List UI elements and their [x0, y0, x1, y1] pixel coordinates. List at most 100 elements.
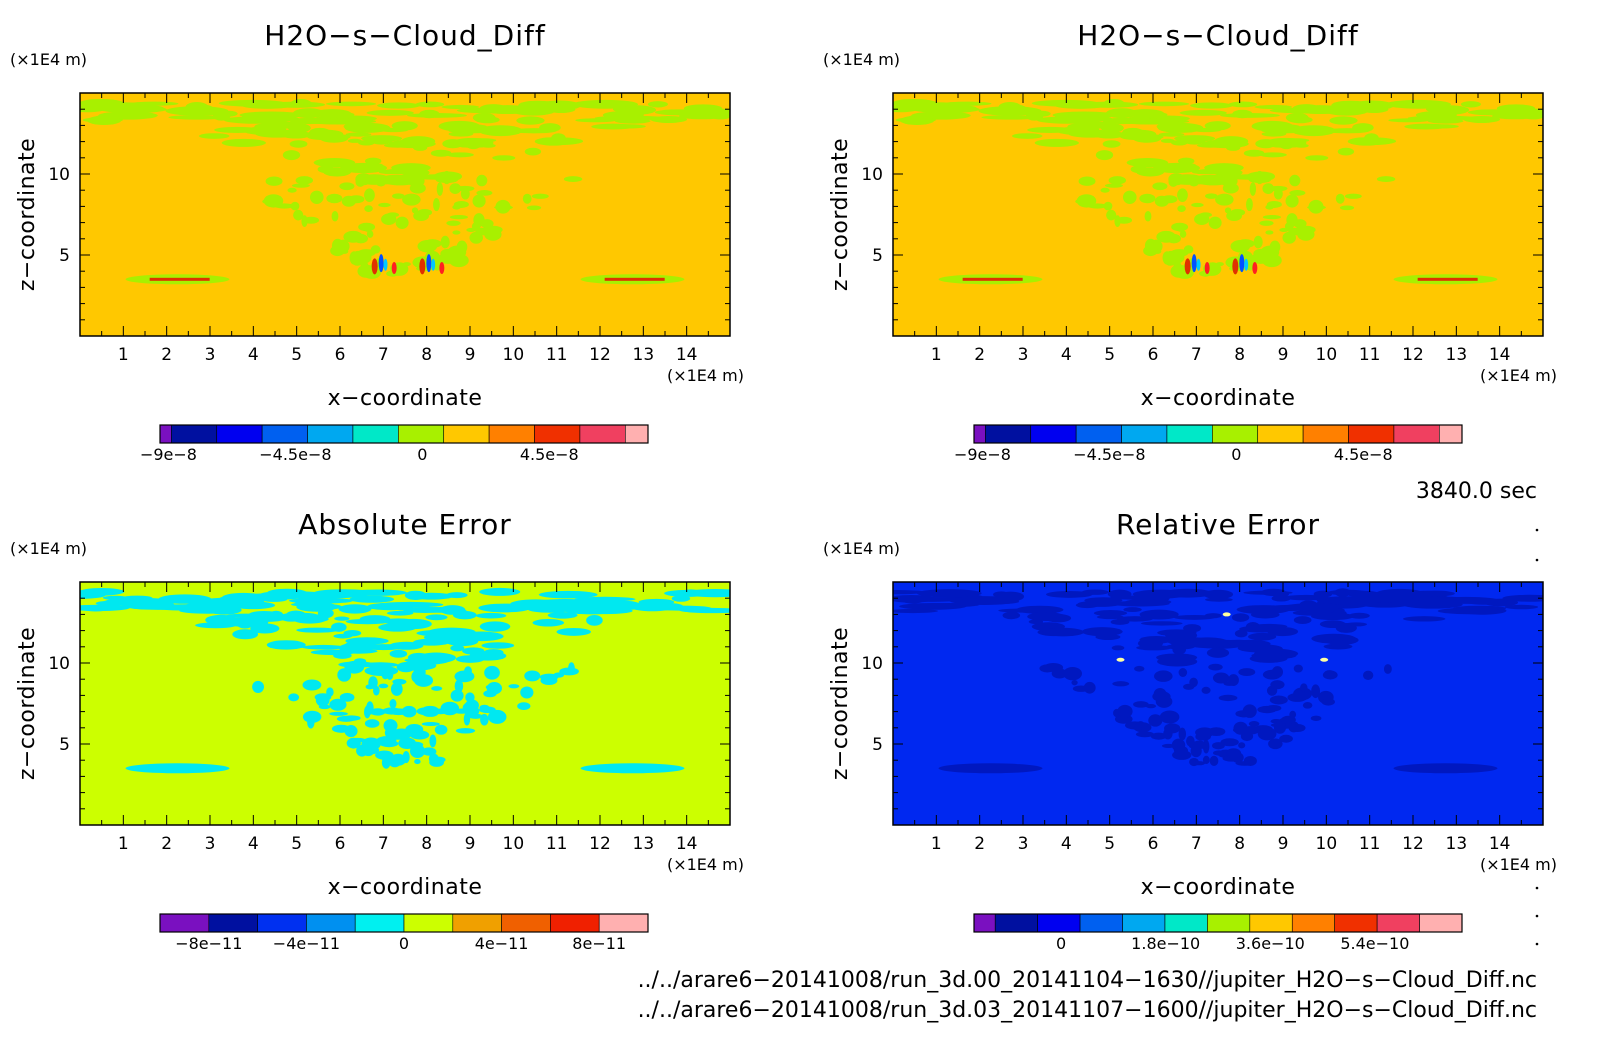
y-unit-label: (×1E4 m) [823, 50, 900, 69]
pattern-blob [575, 118, 617, 123]
colorbar-tick-label: 0 [1231, 445, 1241, 464]
pattern-blob [900, 596, 964, 602]
pattern-blob [899, 603, 967, 610]
pattern-blob [378, 169, 402, 175]
pattern-blob [431, 686, 443, 691]
pattern-blob [1364, 133, 1379, 143]
field-background [893, 93, 1543, 336]
pattern-blob [416, 707, 435, 716]
y-unit-label: (×1E4 m) [10, 539, 87, 558]
pattern-blob [391, 732, 402, 739]
colorbar-segment [403, 913, 454, 933]
pattern-blob [1154, 670, 1173, 682]
pattern-blob [1133, 725, 1142, 731]
pattern-blob [476, 174, 488, 187]
x-tick-label: 2 [161, 834, 172, 854]
x-tick-label: 10 [503, 834, 525, 854]
pattern-blob [484, 665, 500, 680]
pattern-blob [1251, 252, 1271, 263]
pattern-blob [1289, 189, 1306, 196]
pattern-blob [317, 589, 345, 597]
panel-3: Absolute Error(×1E4 m)1 2 3 4 5 6 7 8 9 10 11 12 13 1… [10, 508, 744, 953]
pattern-blob [369, 708, 386, 716]
pattern-blob [1093, 130, 1125, 139]
pattern-blob [459, 631, 504, 642]
pattern-blob [1410, 591, 1432, 600]
pattern-blob [899, 115, 935, 125]
pattern-blob [647, 101, 668, 108]
pattern-blob [1179, 230, 1187, 238]
pattern-blob [1177, 157, 1195, 165]
pattern-blob [348, 589, 407, 596]
pattern-blob [1177, 205, 1186, 213]
colorbar-segment [1257, 424, 1304, 444]
pattern-blob [981, 115, 1039, 120]
pattern-blob [286, 610, 306, 620]
pattern-blob [1196, 143, 1225, 148]
field-background [80, 582, 730, 825]
pattern-blob [364, 188, 375, 202]
pattern-blob [1028, 619, 1044, 625]
pattern-blob [414, 758, 421, 765]
pattern-blob [559, 667, 579, 676]
x-tick-label: 11 [1359, 834, 1381, 854]
pattern-blob [1437, 607, 1501, 615]
pattern-blob [331, 622, 347, 632]
pattern-blob [455, 728, 476, 734]
pattern-blob [407, 652, 430, 663]
lens-core [1417, 277, 1478, 281]
pattern-blob [452, 230, 461, 235]
pattern-blob [1164, 255, 1177, 266]
pattern-blob [450, 644, 465, 652]
x-unit-label: (×1E4 m) [1480, 855, 1557, 874]
x-tick-label: 10 [503, 345, 525, 365]
pattern-blob [1521, 111, 1543, 120]
pattern-blob [301, 644, 345, 650]
pattern-blob [450, 689, 464, 702]
pattern-blob [1055, 113, 1100, 121]
pattern-blob [344, 660, 365, 674]
colorbar-segment [1075, 424, 1122, 444]
pattern-blob [531, 193, 549, 199]
pattern-blob [1233, 242, 1248, 253]
pattern-blob [1271, 591, 1289, 598]
core-feature [383, 258, 388, 271]
pattern-blob [1284, 603, 1345, 610]
pattern-blob [1362, 602, 1408, 608]
x-tick-label: 3 [1018, 345, 1029, 365]
pattern-blob [1115, 118, 1179, 125]
panels-group: H2O−s−Cloud_Diff(×1E4 m)1 2 3 4 5 6 7 8 9 10 11 12 1… [10, 19, 1557, 953]
pattern-blob [326, 112, 355, 118]
pattern-blob [441, 104, 480, 110]
pattern-blob [1243, 149, 1265, 157]
pattern-blob [1165, 630, 1198, 641]
pattern-blob [1133, 701, 1149, 708]
pattern-blob [520, 686, 534, 699]
colorbar-segment [1419, 913, 1463, 933]
y-axis-label: z−coordinate [15, 138, 40, 291]
pattern-blob [302, 118, 366, 125]
y-tick-label: 5 [872, 735, 883, 755]
pattern-blob [315, 693, 330, 707]
pattern-blob [1376, 176, 1396, 183]
x-tick-label: 14 [676, 345, 698, 365]
colorbar-segment [443, 424, 490, 444]
pattern-blob [455, 655, 485, 663]
hot-spot [1320, 657, 1329, 662]
colorbar-segment [307, 424, 354, 444]
x-tick-label: 5 [291, 345, 302, 365]
pattern-blob [1212, 750, 1226, 756]
pattern-blob [339, 692, 355, 702]
pattern-blob [538, 590, 598, 599]
pattern-blob [1176, 225, 1185, 232]
side-lens [125, 763, 230, 774]
pattern-blob [1297, 228, 1315, 241]
pattern-blob [532, 619, 565, 627]
pattern-blob [1144, 238, 1157, 253]
pattern-blob [287, 187, 297, 193]
pattern-blob [1402, 616, 1446, 622]
pattern-blob [1105, 108, 1138, 119]
pattern-blob [402, 193, 421, 206]
pattern-blob [1222, 182, 1239, 194]
pattern-blob [288, 693, 300, 702]
